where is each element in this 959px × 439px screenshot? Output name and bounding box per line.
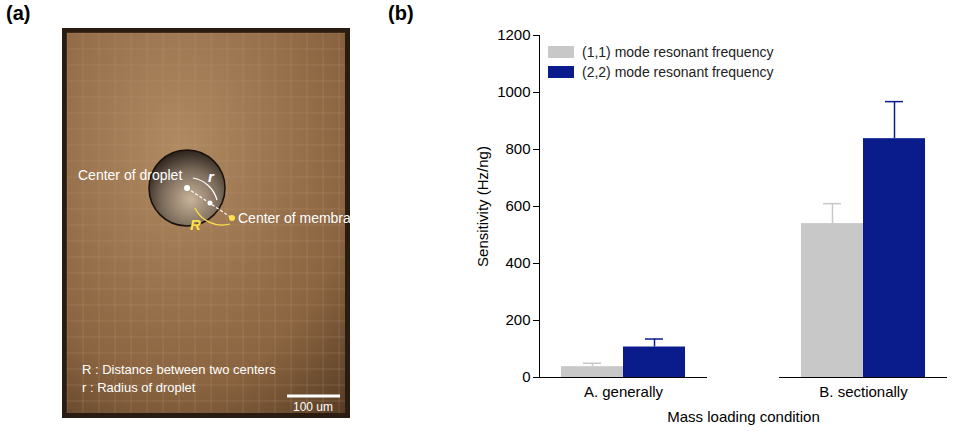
svg-text:r : Radius of droplet: r : Radius of droplet: [82, 380, 196, 395]
svg-text:400: 400: [505, 254, 530, 271]
svg-text:600: 600: [505, 197, 530, 214]
svg-text:R : Distance between two cente: R : Distance between two centers: [82, 362, 276, 377]
svg-text:Mass loading condition: Mass loading condition: [667, 408, 820, 425]
svg-text:100 um: 100 um: [293, 400, 333, 414]
html-text:(1,1) mode resonant frequency: (1,1) mode resonant frequency: [582, 44, 774, 60]
svg-text:r: r: [208, 168, 215, 185]
svg-text:A. generally: A. generally: [584, 383, 664, 400]
html-text:(b): (b): [388, 2, 414, 24]
html-text:(a): (a): [6, 2, 31, 24]
svg-text:Sensitivity (Hz/ng): Sensitivity (Hz/ng): [474, 146, 491, 267]
svg-text:R: R: [190, 216, 201, 233]
svg-text:1200: 1200: [497, 26, 530, 43]
svg-text:1000: 1000: [497, 83, 530, 100]
svg-text:B. sectionally: B. sectionally: [819, 383, 908, 400]
svg-text:0: 0: [522, 368, 530, 385]
svg-text:800: 800: [505, 140, 530, 157]
html-text:(2,2) mode resonant frequency: (2,2) mode resonant frequency: [582, 64, 774, 80]
svg-text:200: 200: [505, 311, 530, 328]
svg-text:Center of droplet: Center of droplet: [78, 167, 182, 183]
svg-text:Center of membrane: Center of membrane: [238, 210, 367, 226]
